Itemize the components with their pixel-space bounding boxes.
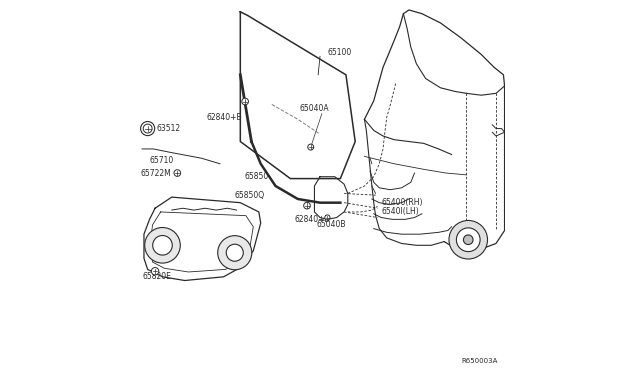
- Circle shape: [218, 235, 252, 270]
- Circle shape: [145, 228, 180, 263]
- Text: 65040B: 65040B: [316, 221, 346, 230]
- Circle shape: [141, 122, 155, 136]
- Text: 6540I(LH): 6540I(LH): [381, 208, 419, 217]
- Text: 65100: 65100: [328, 48, 351, 57]
- Circle shape: [449, 221, 488, 259]
- Text: 65820E: 65820E: [142, 272, 171, 281]
- Text: 62840+B: 62840+B: [207, 113, 243, 122]
- Text: 65040A: 65040A: [300, 104, 329, 113]
- Text: 62840+B: 62840+B: [294, 215, 330, 224]
- Circle shape: [325, 215, 330, 220]
- Text: 65850: 65850: [244, 172, 268, 181]
- Circle shape: [174, 170, 180, 176]
- Text: 65722M: 65722M: [140, 169, 171, 177]
- Text: 65400(RH): 65400(RH): [381, 198, 422, 207]
- Circle shape: [153, 235, 172, 255]
- Text: R650003A: R650003A: [461, 358, 498, 364]
- Circle shape: [308, 144, 314, 150]
- Text: 65850Q: 65850Q: [235, 191, 265, 200]
- Circle shape: [242, 98, 248, 105]
- Circle shape: [143, 124, 152, 133]
- Circle shape: [304, 202, 310, 209]
- Circle shape: [456, 228, 480, 251]
- Text: 63512: 63512: [157, 124, 181, 133]
- Circle shape: [463, 235, 473, 244]
- Text: 65710: 65710: [150, 155, 174, 164]
- Circle shape: [152, 267, 159, 275]
- Circle shape: [226, 244, 243, 261]
- Text: 65820: 65820: [222, 250, 246, 259]
